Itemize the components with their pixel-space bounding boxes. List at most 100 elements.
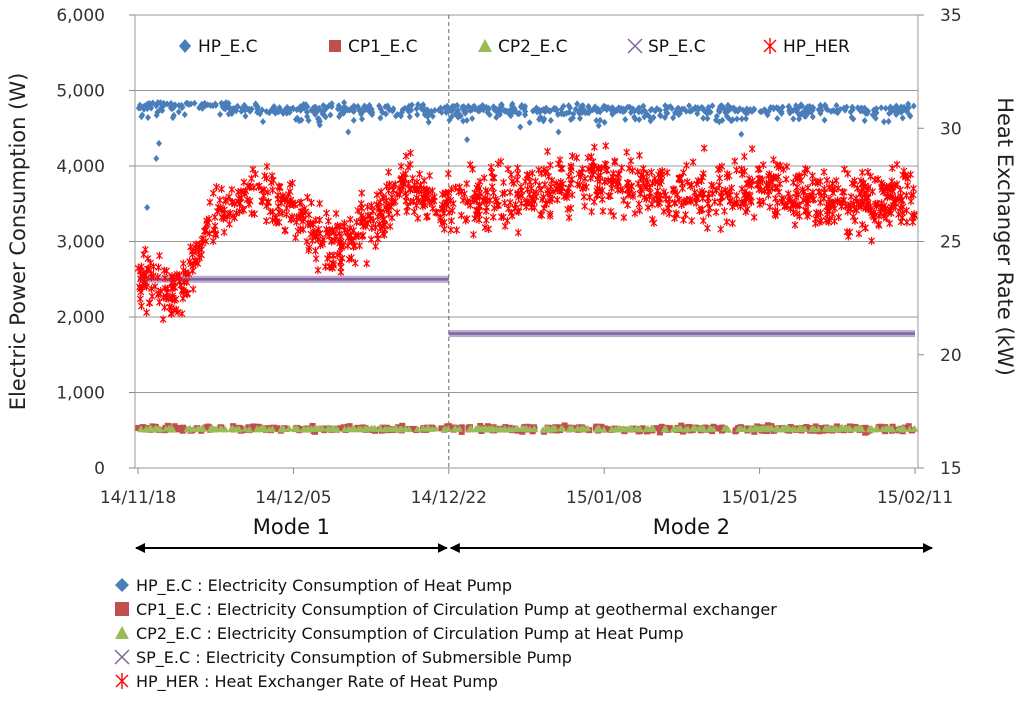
hp-e-c-point — [534, 108, 541, 116]
hp-her-point — [532, 192, 540, 201]
hp-e-c-point — [555, 128, 562, 136]
hp-e-c-point — [456, 110, 463, 118]
hp-her-point — [263, 162, 271, 171]
hp-her-point — [419, 202, 427, 211]
hp-her-point — [319, 240, 327, 249]
x-tick-label: 14/11/18 — [100, 488, 176, 508]
cp2-e-c-point — [565, 425, 573, 433]
hp-her-point — [172, 305, 180, 314]
hp-e-c-point — [776, 107, 783, 115]
y-axis-title: Electric Power Consumption (W) — [6, 73, 30, 411]
y-tick-label: 5,000 — [56, 82, 105, 102]
hp-her-point — [156, 251, 163, 260]
cp2-e-c-point — [910, 425, 918, 432]
cp1-e-c-point — [135, 424, 142, 431]
hp-her-point — [487, 163, 495, 172]
hp-her-point — [485, 225, 493, 234]
cp2-e-c-point — [788, 425, 796, 433]
hp-her-point — [222, 195, 230, 204]
hp-her-point — [481, 223, 489, 232]
hp-e-c-point — [729, 116, 736, 124]
hp-her-point — [144, 254, 152, 263]
hp-her-point — [656, 179, 664, 188]
hp-her-point — [225, 210, 233, 219]
cp2-e-c-point — [482, 425, 490, 432]
cp2-e-c-point — [845, 425, 853, 432]
hp-her-point — [286, 180, 294, 189]
hp-her-point — [696, 206, 703, 215]
hp-her-point — [272, 218, 280, 227]
hp-her-point — [863, 200, 871, 209]
hp-her-point — [773, 198, 781, 207]
cp2-e-c-point — [625, 425, 633, 432]
hp-her-point — [315, 225, 323, 234]
hp-her-point — [765, 178, 773, 187]
hp-e-c-point — [898, 108, 905, 116]
cp2-e-c-point — [879, 425, 887, 433]
hp-her-point — [307, 218, 314, 227]
hp-her-point — [139, 279, 147, 288]
hp-her-point — [513, 190, 521, 199]
hp-her-point — [777, 161, 784, 170]
hp-e-c-point — [786, 107, 793, 115]
hp-her-point — [506, 188, 514, 197]
hp-her-point — [407, 149, 414, 158]
hp-her-point — [887, 183, 895, 192]
cp2-e-c-point — [782, 425, 790, 433]
hp-her-point — [507, 170, 515, 179]
hp-e-c-point — [464, 136, 471, 144]
hp-her-point — [537, 185, 545, 194]
hp-e-c-point — [498, 103, 505, 111]
hp-her-point — [851, 216, 859, 225]
hp-her-point — [274, 191, 282, 200]
hp-her-point — [304, 193, 311, 202]
hp-her-point — [424, 212, 431, 221]
x-tick-label: 14/12/22 — [411, 488, 487, 508]
description-text: CP2_E.C : Electricity Consumption of Cir… — [136, 624, 684, 644]
hp-e-c-point — [859, 105, 866, 113]
cp2-e-c-point — [611, 425, 619, 433]
hp-her-point — [793, 183, 801, 192]
hp-her-point — [228, 185, 236, 194]
cp1-e-c-point — [458, 428, 465, 435]
hp-her-point — [776, 179, 784, 188]
hp-her-point — [658, 170, 666, 179]
hp-e-c-point — [536, 115, 543, 123]
hp-e-c-point — [641, 107, 648, 115]
hp-her-point — [817, 191, 825, 200]
cp2-e-c-point — [376, 425, 384, 432]
hp-her-point — [148, 292, 156, 301]
hp-her-point — [500, 178, 507, 187]
hp-her-point — [471, 214, 479, 223]
hp-her-point — [899, 170, 907, 179]
hp-her-point — [281, 226, 289, 235]
hp-her-point — [705, 209, 713, 218]
hp-her-point — [482, 216, 490, 225]
hp-e-c-point — [560, 102, 567, 110]
legend-entry: CP1_E.C — [329, 37, 417, 57]
hp-her-point — [369, 216, 377, 225]
hp-e-c-point — [565, 102, 572, 110]
hp-e-c-point — [276, 104, 283, 112]
hp-e-c-point — [418, 102, 425, 110]
hp-her-point — [840, 188, 848, 197]
hp-e-c-point — [217, 110, 224, 118]
cp2-e-c-point — [168, 425, 176, 432]
hp-her-point — [886, 219, 894, 228]
hp-e-c-point — [630, 106, 637, 114]
cp2-e-c-point — [545, 425, 553, 432]
hp-her-point — [642, 176, 650, 185]
hp-her-point — [721, 186, 729, 195]
hp-her-point — [202, 226, 210, 235]
cp1-e-c-point — [283, 426, 290, 433]
hp-e-c-point — [885, 117, 892, 125]
hp-e-c-point — [601, 118, 608, 126]
hp-e-c-point — [809, 113, 816, 121]
hp-her-point — [525, 172, 533, 181]
hp-her-point — [505, 204, 512, 213]
hp-her-point — [660, 207, 668, 216]
hp-her-point — [688, 216, 696, 225]
hp-her-point — [764, 191, 772, 200]
hp-her-point — [814, 179, 822, 188]
y2-axis-title: Heat Exchanger Rate (kW) — [993, 97, 1017, 376]
